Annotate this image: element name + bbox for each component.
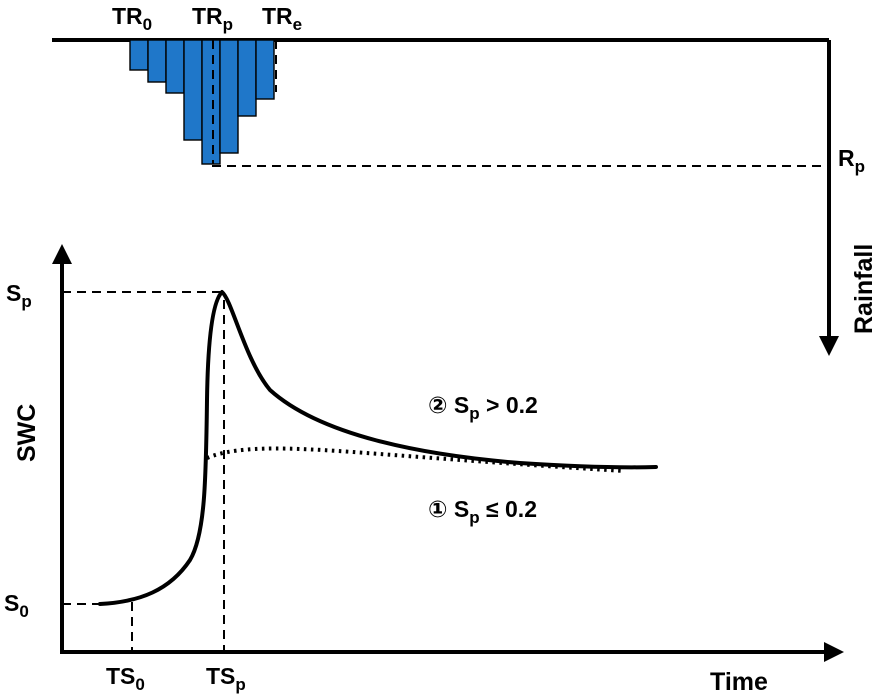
rainfall-bar <box>219 39 239 154</box>
rainfall-bar <box>237 39 257 117</box>
tr-end-label: TRe <box>262 3 302 34</box>
tr-peak-label: TRp <box>192 3 233 34</box>
rainfall-bar <box>165 39 185 94</box>
swc-plot: SWC Time Sp S0 TS0 TSp ② Sp > 0.2 ① Sp ≤… <box>4 244 844 696</box>
rainfall-bar <box>147 39 167 83</box>
rainfall-bar <box>255 39 275 100</box>
rp-label: Rp <box>838 145 865 176</box>
s0-label: S0 <box>4 590 29 621</box>
case-2-label: ② Sp > 0.2 <box>428 392 538 423</box>
sp-label: Sp <box>6 280 32 311</box>
time-x-axis-label: Time <box>710 668 768 696</box>
tr-start-label: TR0 <box>112 3 152 34</box>
rainfall-axis-label: Rainfall <box>850 244 878 334</box>
rainfall-bar <box>183 39 203 141</box>
swc-curve-case-2 <box>98 290 658 606</box>
swc-curve-case-1 <box>206 446 626 473</box>
ts-peak-label: TSp <box>206 663 246 694</box>
case-1-label: ① Sp ≤ 0.2 <box>428 496 537 527</box>
ts-start-label: TS0 <box>106 663 145 694</box>
rainfall-bar <box>201 39 221 165</box>
swc-y-axis-label: SWC <box>13 404 41 462</box>
rainfall-bar <box>129 39 149 71</box>
rainfall-hyetograph: TR0 TRp TRe Rp Rainfall <box>52 3 878 356</box>
rainfall-bars <box>129 39 275 165</box>
